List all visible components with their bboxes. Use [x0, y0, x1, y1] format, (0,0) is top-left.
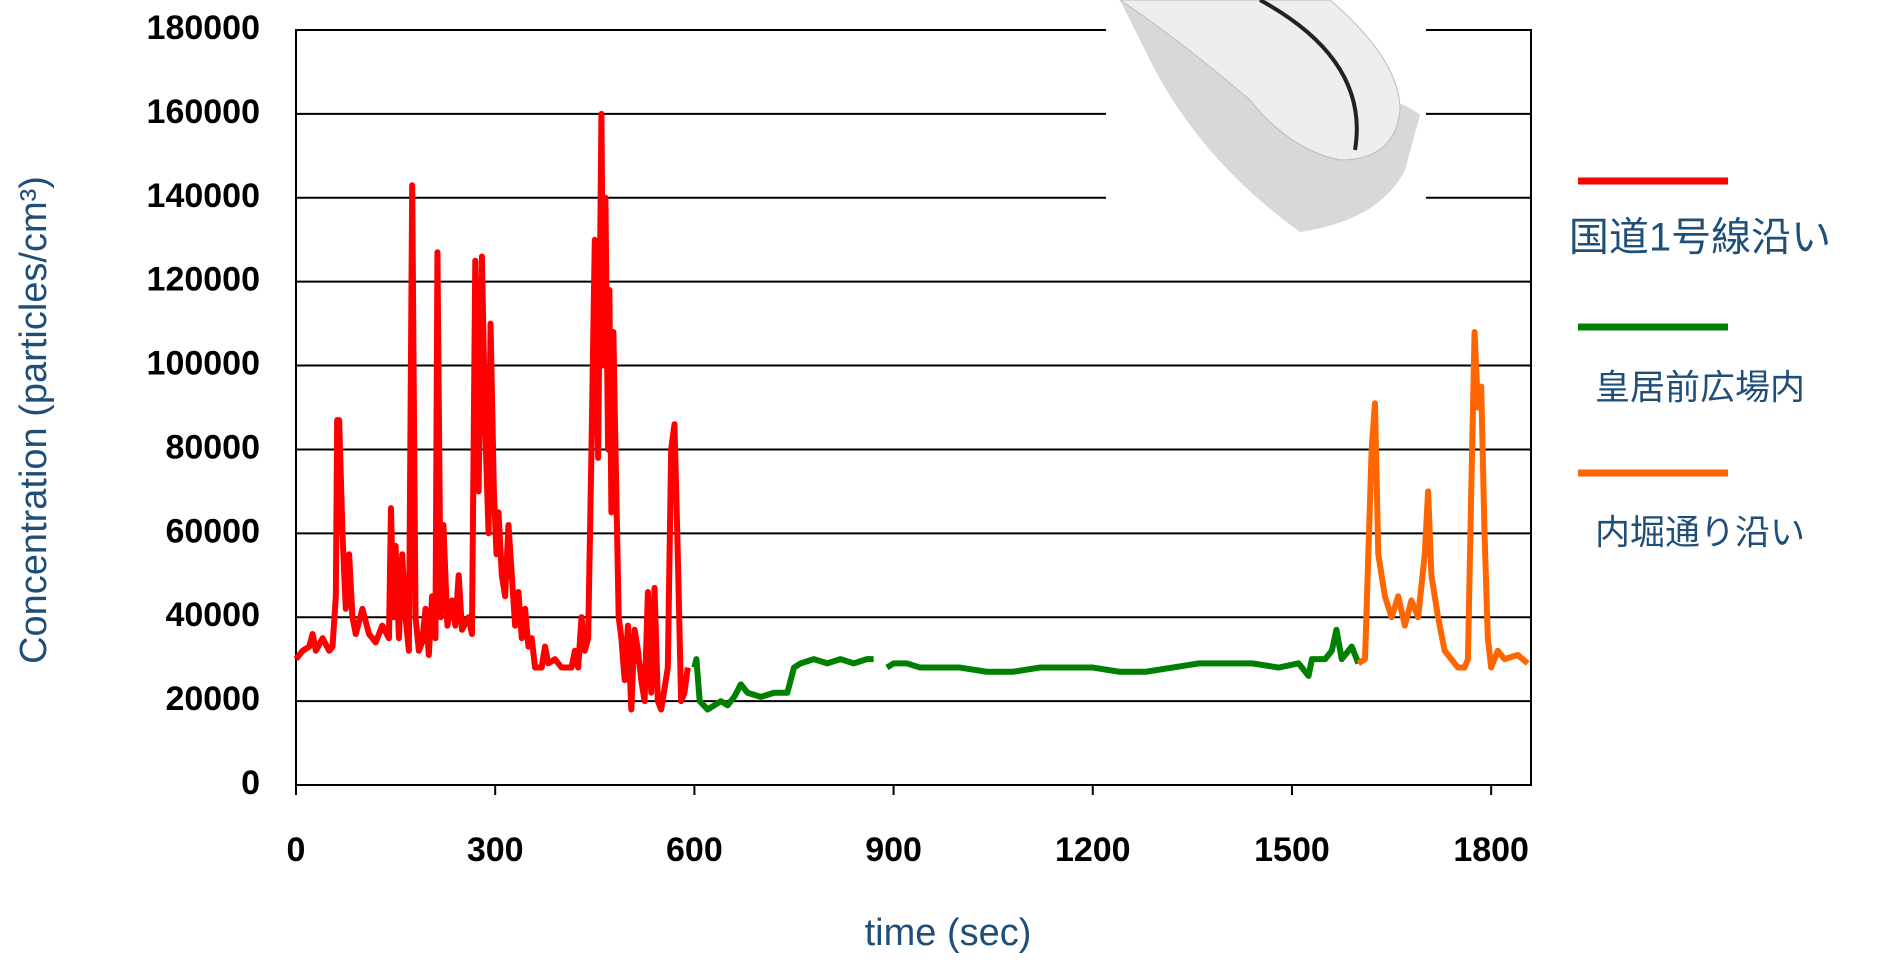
y-tick-label: 80000 [165, 428, 260, 466]
y-tick-label: 20000 [165, 680, 260, 718]
x-tick-label: 1800 [1453, 831, 1529, 869]
y-axis-title: Concentration (particles/cm³) [13, 176, 55, 664]
legend-label: 国道1号線沿い [1569, 216, 1831, 260]
series-line [293, 110, 691, 713]
y-tick-label: 40000 [165, 596, 260, 634]
x-tick-label: 1500 [1254, 831, 1330, 869]
device-photo [1106, 0, 1426, 240]
y-tick-label: 160000 [147, 93, 260, 131]
y-tick-label: 140000 [147, 177, 260, 215]
legend-label: 皇居前広場内 [1595, 368, 1805, 407]
x-tick-label: 0 [287, 831, 306, 869]
y-tick-label: 120000 [147, 261, 260, 299]
series-line [885, 626, 1362, 679]
series-line [691, 656, 874, 713]
y-tick-label: 100000 [147, 345, 260, 383]
y-tick-label: 180000 [147, 9, 260, 47]
series-line [1356, 329, 1530, 671]
x-tick-label: 600 [666, 831, 723, 869]
x-axis-title: time (sec) [865, 912, 1032, 954]
x-tick-label: 900 [865, 831, 922, 869]
x-tick-label: 300 [467, 831, 524, 869]
legend-label: 内堀通り沿い [1595, 513, 1805, 552]
plot-frame [295, 29, 1532, 786]
x-tick-label: 1200 [1055, 831, 1131, 869]
y-tick-label: 60000 [165, 512, 260, 550]
y-tick-label: 0 [241, 764, 260, 802]
